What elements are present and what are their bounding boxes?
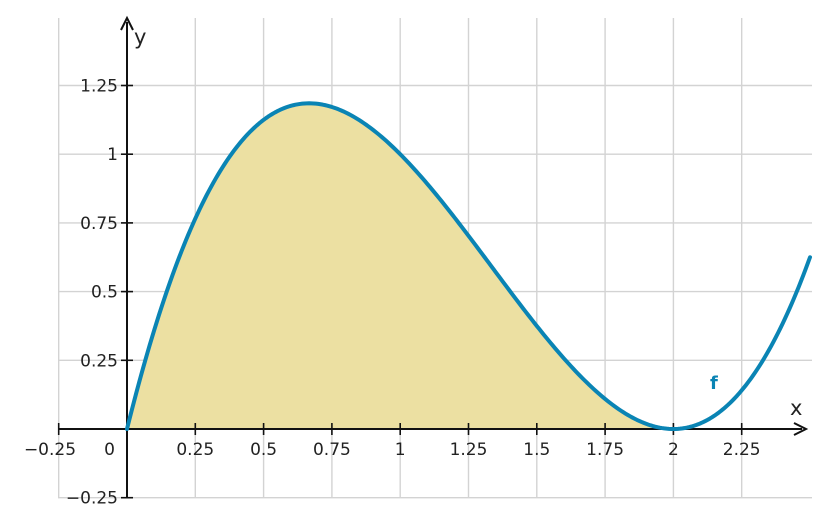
- y-tick-label: 0.5: [91, 283, 118, 303]
- x-tick-label: 1.5: [523, 440, 550, 460]
- x-axis-arrow-icon: [793, 422, 809, 436]
- y-tick-label: 0.75: [80, 214, 118, 234]
- y-tick-label: 1.25: [80, 77, 118, 97]
- tick-marks: [57, 84, 743, 499]
- series-label-f: f: [710, 373, 718, 394]
- y-axis-arrow-icon: [120, 15, 134, 31]
- y-tick-label: 1: [107, 145, 118, 165]
- x-tick-label: 1: [395, 440, 406, 460]
- x-tick-label: 0.5: [250, 440, 277, 460]
- y-tick-label: 0.25: [80, 351, 118, 371]
- x-tick-label: 1.75: [586, 440, 624, 460]
- series-line-f: [125, 101, 812, 431]
- x-tick-label: 2: [668, 440, 679, 460]
- y-axis-label: y: [134, 25, 146, 49]
- x-axis-label: x: [790, 396, 802, 420]
- x-tick-label: 0: [104, 440, 115, 460]
- x-tick-label: 1.25: [450, 440, 488, 460]
- tick-labels: −0.25 0 0.25 0.5 0.75 1 1.25 1.5 1.75 2 2.25 −0.25 0…: [24, 77, 761, 509]
- y-tick-label: −0.25: [66, 489, 118, 509]
- x-tick-label: 0.25: [176, 440, 214, 460]
- x-tick-label: −0.25: [24, 440, 76, 460]
- shaded-area-under-f: [127, 103, 674, 429]
- x-tick-label: 2.25: [723, 440, 761, 460]
- x-tick-label: 0.75: [313, 440, 351, 460]
